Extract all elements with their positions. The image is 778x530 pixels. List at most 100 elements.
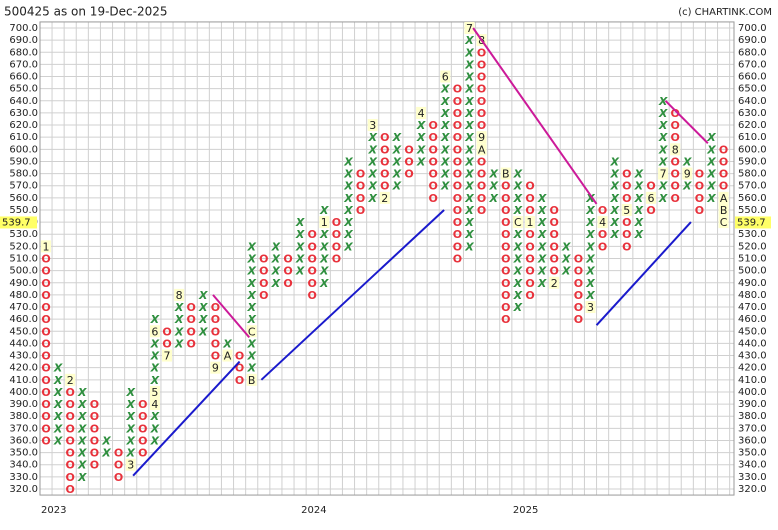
box-x: X: [658, 95, 668, 108]
box-o: O: [525, 204, 534, 217]
box-o: O: [332, 240, 341, 253]
box-x: X: [440, 83, 450, 96]
month-box: [174, 288, 185, 301]
box-o: O: [501, 228, 510, 241]
box-o: O: [138, 447, 147, 460]
y-tick-label: 560.0: [9, 193, 38, 204]
box-o: O: [380, 180, 389, 193]
month-label: A: [224, 350, 232, 363]
y-tick-label: 690.0: [9, 35, 38, 46]
box-x: X: [343, 192, 353, 205]
y-tick-label-right: 680.0: [738, 47, 767, 58]
trendline: [132, 360, 241, 477]
box-x: X: [77, 398, 87, 411]
box-o: O: [404, 168, 413, 181]
month-label: 4: [151, 398, 158, 411]
box-x: X: [609, 192, 619, 205]
box-o: O: [235, 374, 244, 387]
box-o: O: [380, 155, 389, 168]
box-o: O: [501, 253, 510, 266]
month-label: 3: [127, 459, 134, 472]
trendline: [664, 100, 709, 144]
month-label: A: [720, 192, 728, 205]
box-x: X: [561, 253, 571, 266]
box-o: O: [114, 471, 123, 484]
month-box: [512, 216, 523, 229]
month-box: [585, 301, 596, 314]
box-o: O: [525, 277, 534, 290]
box-o: O: [283, 253, 292, 266]
month-box: [125, 458, 136, 471]
y-tick-label-right: 650.0: [738, 84, 767, 95]
y-tick-label: 380.0: [9, 411, 38, 422]
box-x: X: [513, 168, 523, 181]
box-x: X: [609, 180, 619, 193]
box-o: O: [453, 216, 462, 229]
y-tick-label: 460.0: [9, 314, 38, 325]
box-o: O: [429, 155, 438, 168]
box-o: O: [41, 434, 50, 447]
box-o: O: [308, 253, 317, 266]
box-o: O: [574, 253, 583, 266]
box-x: X: [706, 168, 716, 181]
y-tick-label-right: 320.0: [738, 484, 767, 495]
box-o: O: [453, 131, 462, 144]
month-label: 2: [551, 277, 558, 290]
trendline: [212, 294, 251, 339]
box-o: O: [90, 422, 99, 435]
box-o: O: [308, 240, 317, 253]
box-o: O: [283, 265, 292, 278]
box-x: X: [464, 131, 474, 144]
box-x: X: [319, 277, 329, 290]
box-x: X: [367, 192, 377, 205]
box-o: O: [550, 253, 559, 266]
month-box: [416, 106, 427, 119]
box-x: X: [271, 253, 281, 266]
box-o: O: [66, 447, 75, 460]
y-tick-label-right: 450.0: [738, 326, 767, 337]
plot-frame: [39, 21, 735, 496]
box-o: O: [138, 434, 147, 447]
y-tick-label: 480.0: [9, 290, 38, 301]
box-x: X: [464, 58, 474, 71]
month-box: [718, 191, 729, 204]
month-box: [597, 216, 608, 229]
y-tick-label-right: 420.0: [738, 363, 767, 374]
box-x: X: [319, 265, 329, 278]
box-x: X: [513, 180, 523, 193]
box-x: X: [295, 228, 305, 241]
box-x: X: [585, 253, 595, 266]
trendline: [595, 221, 692, 326]
box-o: O: [622, 216, 631, 229]
box-x: X: [513, 192, 523, 205]
box-o: O: [332, 253, 341, 266]
box-o: O: [550, 204, 559, 217]
y-tick-label: 510.0: [9, 254, 38, 265]
box-x: X: [440, 95, 450, 108]
y-tick-label: 680.0: [9, 47, 38, 58]
y-tick-label-right: 330.0: [738, 472, 767, 483]
box-o: O: [477, 83, 486, 96]
box-x: X: [585, 204, 595, 217]
box-x: X: [634, 216, 644, 229]
month-label: B: [248, 374, 256, 387]
y-tick-label: 430.0: [9, 351, 38, 362]
box-x: X: [53, 374, 63, 387]
box-o: O: [308, 265, 317, 278]
box-o: O: [41, 422, 50, 435]
y-tick-label: 550.0: [9, 205, 38, 216]
box-o: O: [211, 301, 220, 314]
box-x: X: [416, 143, 426, 156]
month-box: [670, 143, 681, 156]
box-o: O: [429, 180, 438, 193]
month-box: [149, 385, 160, 398]
y-tick-label-right: 600.0: [738, 144, 767, 155]
box-o: O: [453, 228, 462, 241]
box-x: X: [77, 459, 87, 472]
box-x: X: [246, 362, 256, 375]
box-o: O: [41, 398, 50, 411]
box-o: O: [187, 325, 196, 338]
box-o: O: [525, 228, 534, 241]
box-o: O: [525, 265, 534, 278]
box-o: O: [66, 471, 75, 484]
